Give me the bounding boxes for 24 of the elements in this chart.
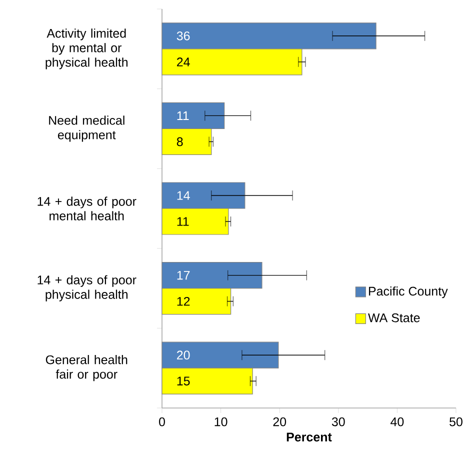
data-label: 11 [177,217,189,226]
x-axis-title: Percent [286,432,332,442]
x-tick-label: 20 [273,417,286,426]
data-label: 36 [176,31,190,40]
data-label: 11 [177,111,189,120]
x-tick-label: 30 [332,417,345,426]
y-tick-label: Need medical equipment [49,116,124,142]
x-tick-label: 10 [214,417,228,426]
y-tick-label: General health fair or poor [46,355,128,382]
y-tick-label: Activity limited by mental or physical health [46,28,128,70]
data-label: 14 [177,191,190,200]
x-tick-label: 40 [390,417,404,426]
legend-label: Pacific County [368,286,448,298]
x-tick-label: 0 [159,417,165,426]
y-tick-label: 14 + days of poor physical health [38,275,136,302]
x-tick-label: 50 [450,417,462,426]
data-label: 24 [176,58,190,66]
data-label: 8 [176,137,183,146]
y-tick-label: 14 + days of poor mental health [38,196,136,220]
data-label: 17 [177,271,190,280]
legend-label: WA State [368,313,420,322]
data-label: 12 [177,296,190,306]
data-label: 20 [176,350,190,360]
data-label: 15 [177,376,190,386]
